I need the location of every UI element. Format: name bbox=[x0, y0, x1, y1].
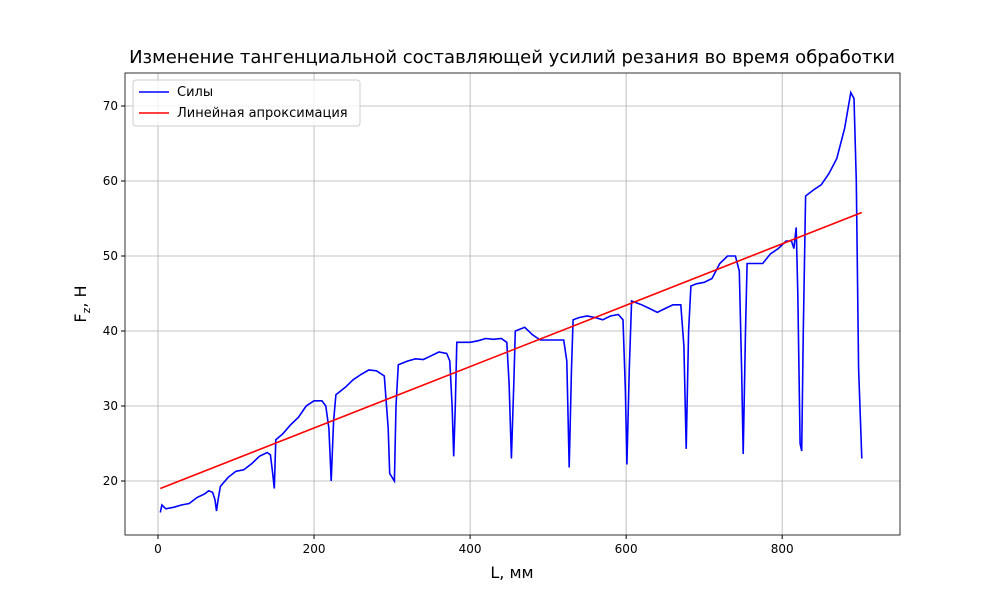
y-tick-label: 30 bbox=[103, 399, 118, 413]
y-tick-label: 20 bbox=[103, 474, 118, 488]
legend-label: Линейная апроксимация bbox=[177, 106, 348, 121]
x-tick-label: 800 bbox=[771, 542, 794, 556]
x-tick-label: 400 bbox=[459, 542, 482, 556]
y-tick-label: 50 bbox=[103, 249, 118, 263]
x-tick-label: 600 bbox=[615, 542, 638, 556]
y-axis-label: Fz, Н bbox=[71, 285, 93, 322]
y-tick-label: 40 bbox=[103, 324, 118, 338]
x-tick-label: 0 bbox=[154, 542, 162, 556]
line-series bbox=[159, 90, 863, 513]
line-series bbox=[160, 211, 863, 490]
chart-title: Изменение тангенциальной составляющей ус… bbox=[129, 47, 895, 68]
legend-label: Силы bbox=[177, 85, 213, 100]
plot-frame bbox=[124, 72, 901, 536]
legend-box bbox=[132, 79, 361, 127]
y-tick-label: 60 bbox=[103, 174, 118, 188]
y-tick-label: 70 bbox=[103, 99, 118, 113]
x-tick-label: 200 bbox=[303, 542, 326, 556]
x-axis-label: L, мм bbox=[490, 563, 533, 582]
